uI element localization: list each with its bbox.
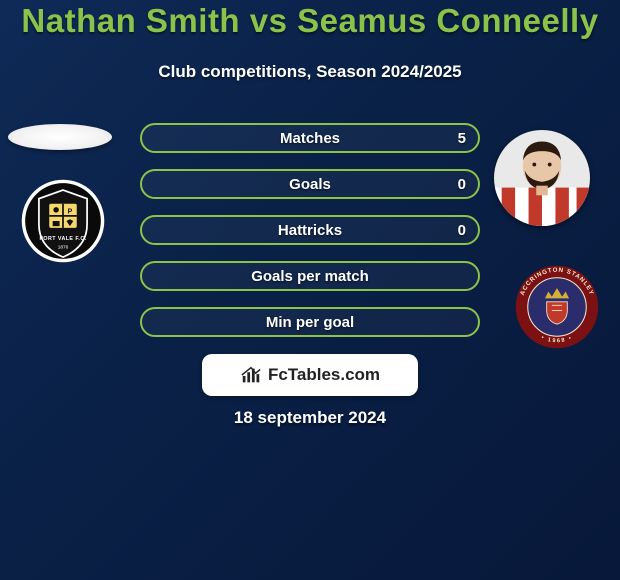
stat-right-value: 0 [458, 171, 466, 197]
stats-list: Matches 5 Goals 0 Hattricks 0 Goals per … [140, 123, 480, 353]
date-text: 18 september 2024 [0, 408, 620, 428]
stat-label: Hattricks [278, 222, 342, 239]
accrington-badge-icon: ACCRINGTON STANLEY • 1968 • [514, 264, 600, 350]
bar-chart-icon [240, 364, 262, 386]
stat-row-goals-per-match: Goals per match [140, 261, 480, 291]
stat-label: Goals per match [251, 268, 369, 285]
player-photo-right [494, 130, 590, 226]
svg-text:PORT VALE F.C.: PORT VALE F.C. [39, 236, 86, 242]
brand-pill: FcTables.com [202, 354, 418, 396]
stat-label: Min per goal [266, 314, 354, 331]
stat-row-hattricks: Hattricks 0 [140, 215, 480, 245]
club-badge-left: P PORT VALE F.C. 1876 [20, 178, 106, 264]
club-badge-right: ACCRINGTON STANLEY • 1968 • [514, 264, 600, 350]
page-subtitle: Club competitions, Season 2024/2025 [0, 62, 620, 82]
stat-row-min-per-goal: Min per goal [140, 307, 480, 337]
stat-label: Matches [280, 130, 340, 147]
comparison-card: Nathan Smith vs Seamus Conneelly Club co… [0, 0, 620, 580]
player-photo-left [8, 124, 112, 150]
stat-label: Goals [289, 176, 331, 193]
stat-right-value: 0 [458, 217, 466, 243]
brand-text: FcTables.com [268, 365, 380, 385]
svg-text:P: P [68, 208, 73, 215]
port-vale-badge-icon: P PORT VALE F.C. 1876 [20, 178, 106, 264]
svg-text:1876: 1876 [58, 245, 69, 251]
stat-right-value: 5 [458, 125, 466, 151]
page-title: Nathan Smith vs Seamus Conneelly [0, 2, 620, 40]
player-portrait-icon [494, 130, 590, 226]
stat-row-goals: Goals 0 [140, 169, 480, 199]
stat-row-matches: Matches 5 [140, 123, 480, 153]
